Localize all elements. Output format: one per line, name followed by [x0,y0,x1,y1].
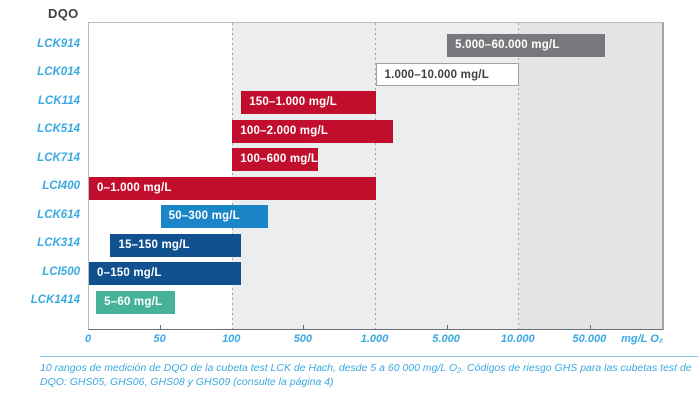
figure-caption: 10 rangos de medición de DQO de la cubet… [40,362,692,388]
range-bar: 1.000–10.000 mg/L [375,62,519,86]
gridline [375,23,376,329]
x-axis-tick-label: 500 [293,333,313,345]
range-bar: 5.000–60.000 mg/L [447,34,605,57]
gridline [518,23,520,329]
axis-tick [446,325,448,329]
x-axis-tick-label: 5.000 [432,333,460,345]
y-axis-label: LCK614 [37,208,80,221]
x-axis-tick-label: 50 [153,333,166,345]
x-axis-tick-label: 0 [84,333,92,345]
x-axis-tick-label: 10.000 [500,333,535,345]
x-axis-unit-label: mg/L O₂ [621,333,663,345]
y-axis-label: LCK114 [38,94,80,107]
y-axis-label: LCI400 [42,180,80,192]
range-bar: 100–600 mg/L [232,148,319,171]
x-axis-tick-label: 1.000 [360,333,389,345]
background-band [518,23,662,329]
x-axis-tick-label: 100 [222,333,241,345]
y-axis-label: LCK1414 [30,294,80,306]
y-axis-label: LCK014 [37,66,80,78]
y-axis-label: LCK314 [37,237,80,249]
y-axis-label: LCI500 [42,265,80,278]
range-bar: 100–2.000 mg/L [232,119,394,143]
range-bar: 150–1.000 mg/L [241,91,376,114]
range-bar: 0–150 mg/L [89,262,242,285]
range-bar: 50–300 mg/L [160,205,269,228]
y-axis-label: LCK914 [37,37,80,50]
axis-tick [589,325,591,329]
gridline [231,23,233,329]
range-bar: 5–60 mg/L [96,290,175,314]
y-axis-label: LCK514 [37,123,80,135]
axis-tick [303,325,305,329]
range-bar: 0–1.000 mg/L [89,176,376,200]
range-bar: 15–150 mg/L [110,233,242,257]
y-axis-label: LCK714 [37,151,80,164]
x-axis-tick-label: 50.000 [572,333,607,345]
caption-rule [40,356,698,357]
plot-area: 5.000–60.000 mg/L 1.000–10.000 mg/L 150–1.… [88,22,664,330]
axis-tick [160,325,162,329]
chart-title: DQO [48,6,79,21]
